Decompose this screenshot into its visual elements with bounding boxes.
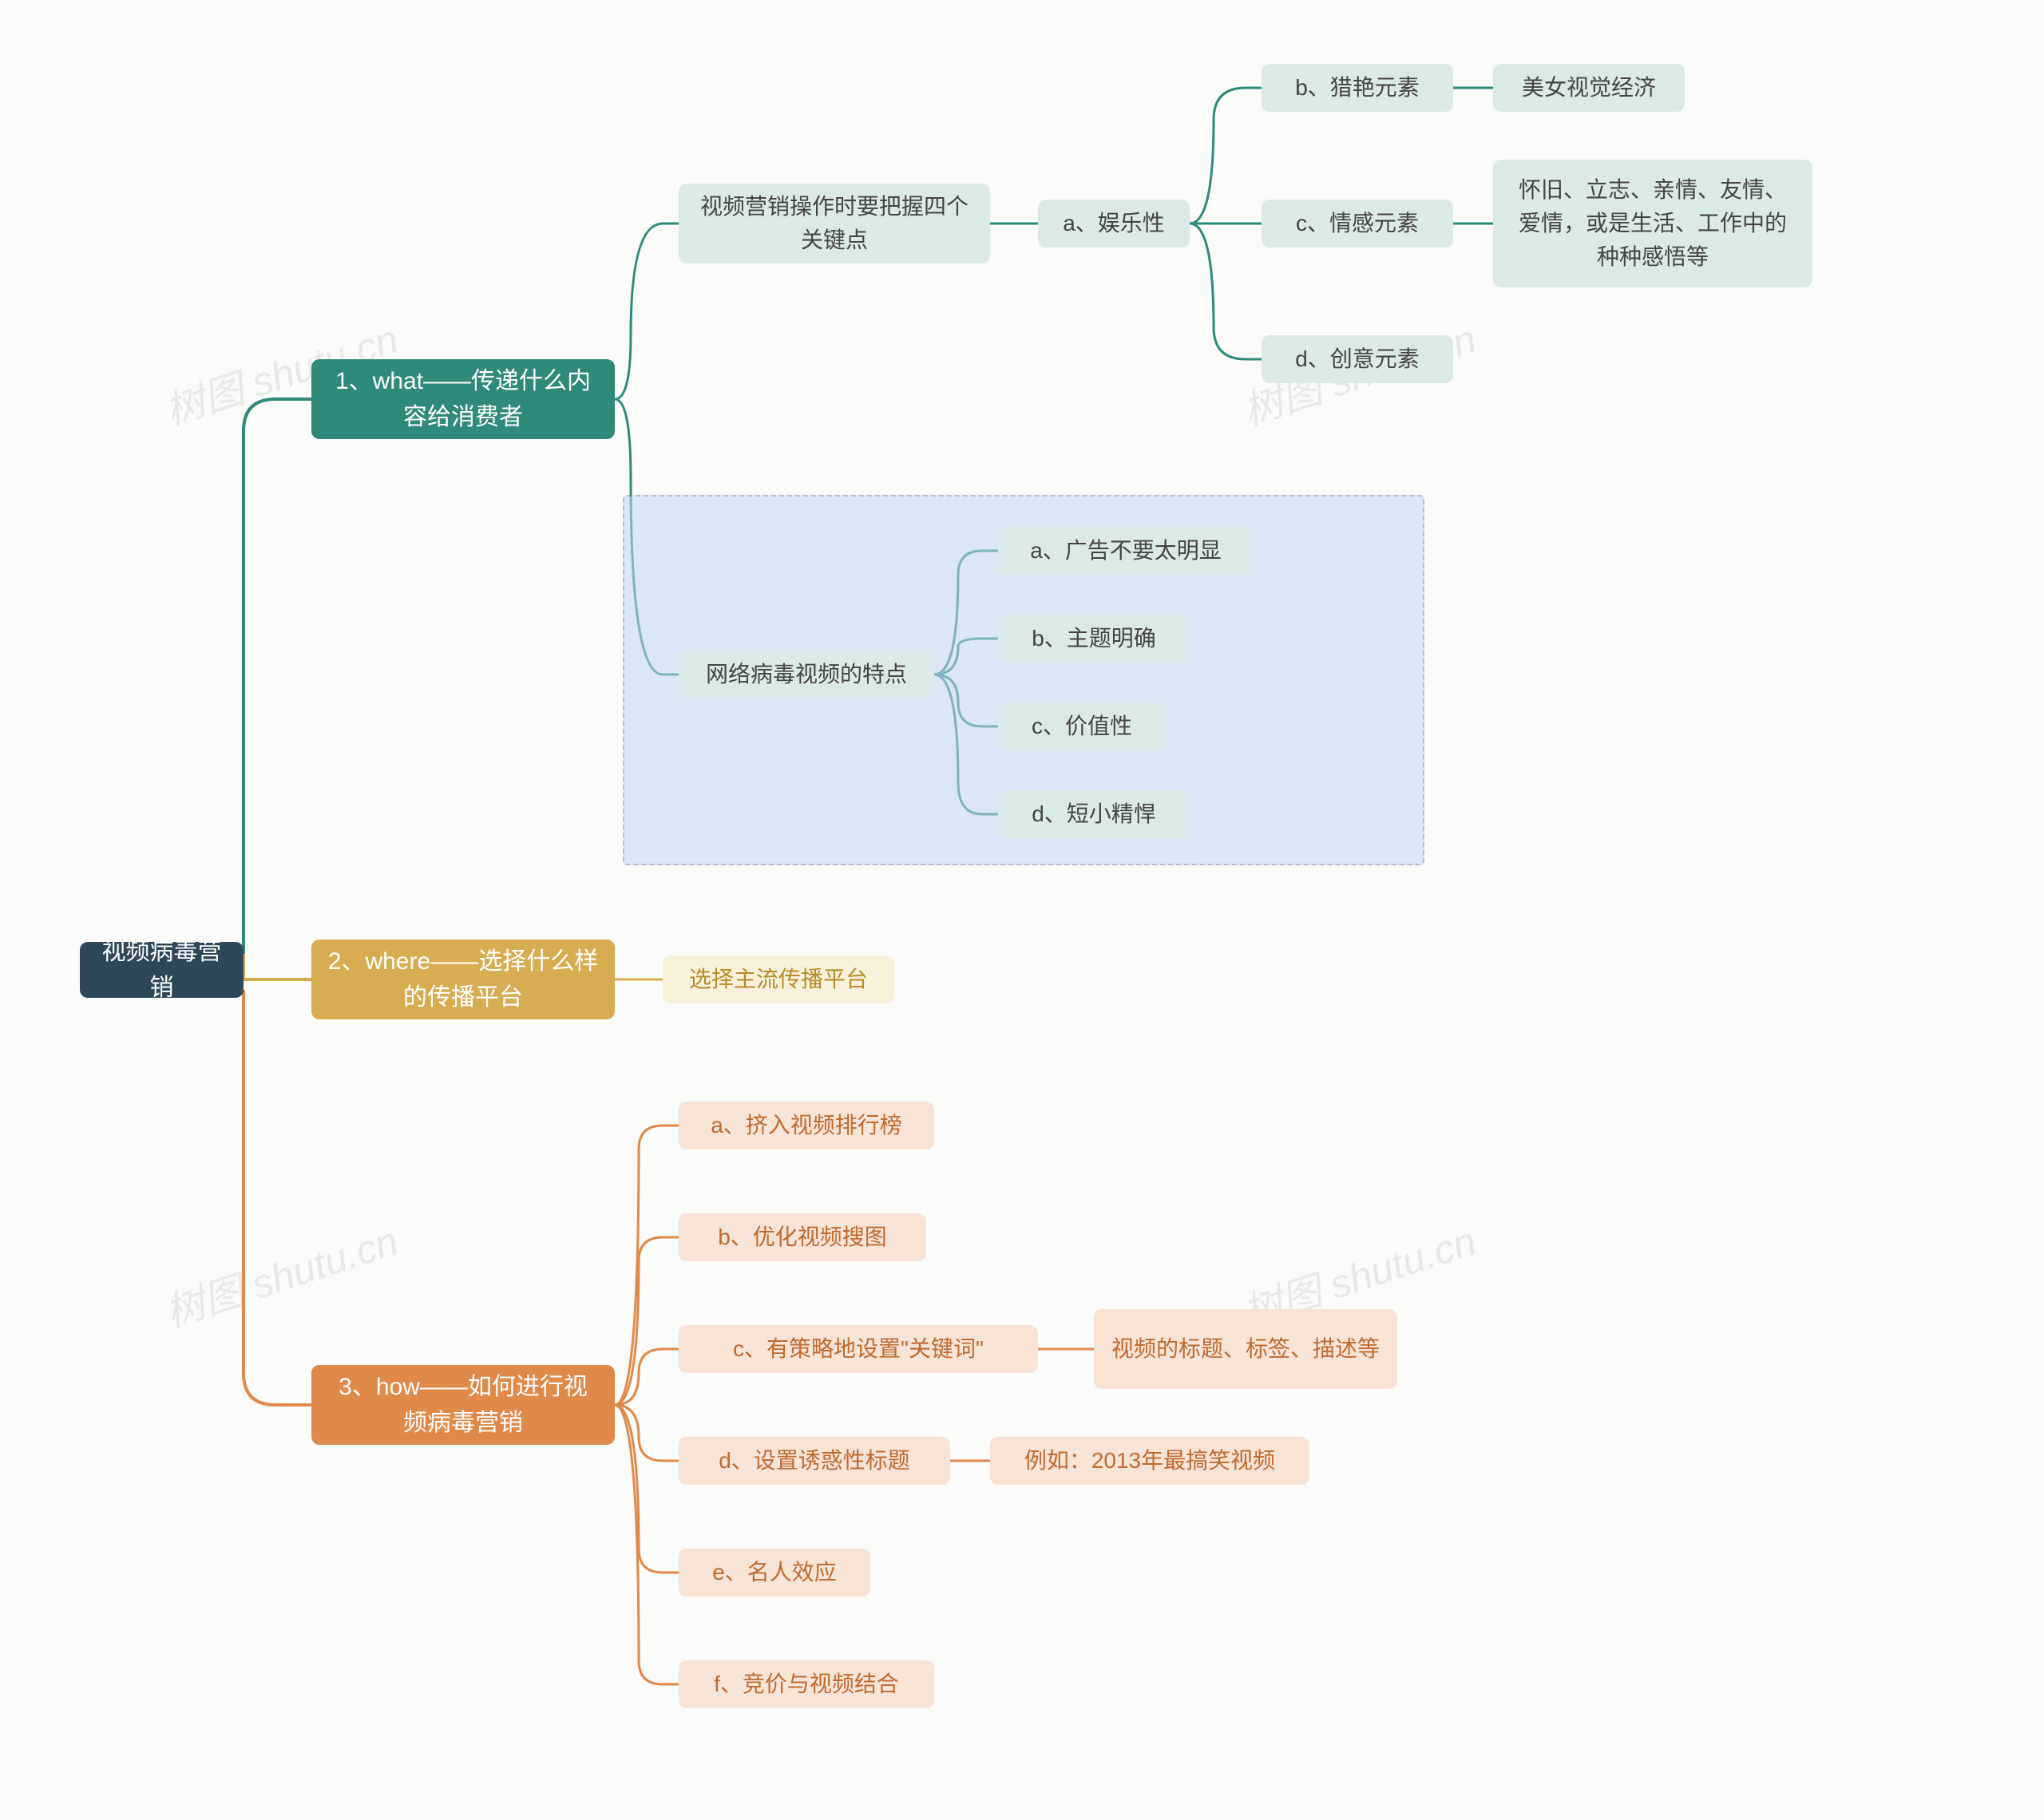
what-creative[interactable]: d、创意元素 bbox=[1262, 335, 1453, 383]
how-c[interactable]: c、有策略地设置"关键词" bbox=[679, 1325, 1038, 1373]
viral-c[interactable]: c、价值性 bbox=[998, 702, 1166, 750]
how-d[interactable]: d、设置诱惑性标题 bbox=[679, 1437, 950, 1485]
what-entertainment[interactable]: a、娱乐性 bbox=[1038, 200, 1190, 247]
viral-features[interactable]: 网络病毒视频的特点 bbox=[679, 651, 934, 698]
what-emotion[interactable]: c、情感元素 bbox=[1262, 200, 1453, 247]
mindmap-stage: 树图 shutu.cn 树图 shutu.cn 树图 shutu.cn 树图 s… bbox=[0, 0, 2044, 1820]
viral-d[interactable]: d、短小精悍 bbox=[998, 790, 1190, 838]
root-node[interactable]: 视频病毒营销 bbox=[80, 942, 244, 998]
what-hunting[interactable]: b、猎艳元素 bbox=[1262, 64, 1453, 112]
how-b[interactable]: b、优化视频搜图 bbox=[679, 1213, 926, 1261]
branch-what[interactable]: 1、what——传递什么内容给消费者 bbox=[311, 359, 615, 439]
branch-where[interactable]: 2、where——选择什么样的传播平台 bbox=[311, 940, 615, 1019]
how-f[interactable]: f、竞价与视频结合 bbox=[679, 1660, 934, 1708]
viral-a[interactable]: a、广告不要太明显 bbox=[998, 527, 1254, 575]
how-d-note[interactable]: 例如：2013年最搞笑视频 bbox=[990, 1437, 1309, 1485]
how-e[interactable]: e、名人效应 bbox=[679, 1549, 870, 1596]
what-emotion-note[interactable]: 怀旧、立志、亲情、友情、爱情，或是生活、工作中的种种感悟等 bbox=[1493, 160, 1812, 287]
how-c-note[interactable]: 视频的标题、标签、描述等 bbox=[1094, 1309, 1397, 1389]
branch-how[interactable]: 3、how——如何进行视频病毒营销 bbox=[311, 1365, 615, 1445]
watermark: 树图 shutu.cn bbox=[156, 1209, 404, 1339]
what-keypoints[interactable]: 视频营销操作时要把握四个关键点 bbox=[679, 184, 990, 263]
what-hunting-note[interactable]: 美女视觉经济 bbox=[1493, 64, 1685, 112]
where-mainstream[interactable]: 选择主流传播平台 bbox=[663, 956, 894, 1003]
viral-b[interactable]: b、主题明确 bbox=[998, 615, 1190, 663]
how-a[interactable]: a、挤入视频排行榜 bbox=[679, 1102, 934, 1149]
